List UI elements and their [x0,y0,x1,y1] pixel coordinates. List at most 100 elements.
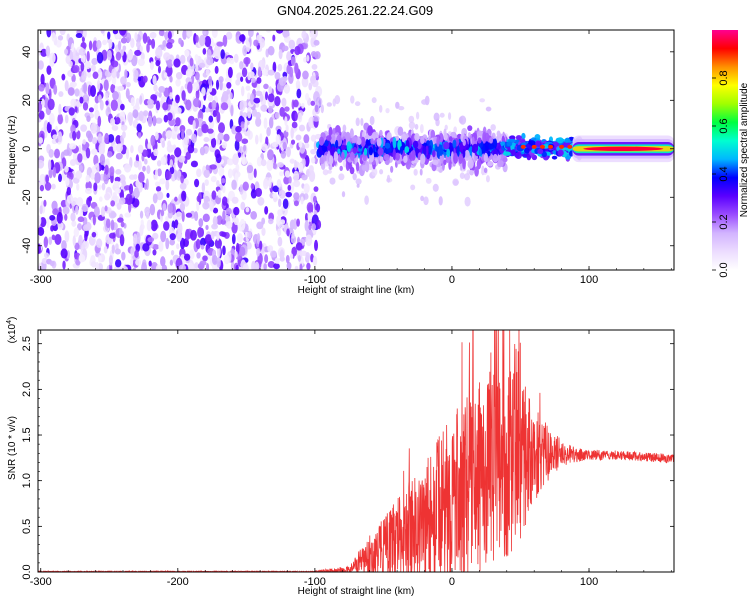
spectrogram-x-tick-label: -300 [30,274,52,286]
spectrogram-noise-blob [64,114,69,124]
spectrogram-noise-blob [154,181,161,187]
spectrogram-noise-blob [218,166,225,177]
spectrogram-noise-blob [74,106,78,113]
spectrogram-scatter-blob [459,115,467,125]
spectrogram-band-blob [458,154,463,165]
spectrogram-noise-blob [155,168,159,181]
spectrogram-noise-blob [169,239,176,246]
spectrogram-noise-blob [51,234,56,241]
spectrogram-noise-blob [79,164,83,172]
spectrogram-noise-blob [253,39,259,47]
spectrogram-noise-blob [90,85,97,97]
spectrogram-noise-blob [86,50,90,62]
spectrogram-band-blob [436,136,440,147]
spectrogram-noise-blob [206,128,214,134]
spectrogram-noise-blob [277,162,284,168]
spectrogram-band-blob [383,154,390,161]
spectrogram-noise-blob [275,134,281,144]
spectrogram-noise-blob [297,112,303,123]
spectrogram-noise-blob [115,117,121,124]
spectrogram-band-blob [368,146,374,156]
spectrogram-noise-blob [215,153,222,164]
spectrogram-noise-blob [113,180,121,187]
spectrogram-noise-blob [69,50,74,60]
colorbar-tick-label: 0.4 [718,166,730,181]
spectrogram-noise-blob [68,143,77,150]
spectrogram-scatter-blob [452,178,459,186]
spectrogram-noise-blob [103,79,109,92]
spectrogram-noise-blob [106,49,112,61]
spectrogram-noise-blob [194,64,199,73]
spectrogram-noise-blob [204,35,212,48]
spectrogram-noise-blob [99,196,103,202]
spectrogram-noise-blob [162,203,167,212]
spectrogram-noise-blob [310,156,316,164]
spectrogram-noise-blob [120,103,125,111]
spectrogram-noise-blob [186,30,193,38]
spectrogram-noise-blob [239,246,246,257]
spectrogram-noise-blob [310,100,316,106]
spectrogram-noise-blob [307,210,313,223]
spectrogram-band-blob [390,165,394,173]
spectrogram-band-blob [412,140,419,149]
spectrogram-noise-blob [141,224,145,230]
spectrogram-noise-blob [202,47,207,55]
spectrogram-y-tick-label: -20 [21,189,33,205]
spectrogram-noise-blob [181,210,185,223]
spectrogram-noise-blob [147,142,152,150]
spectrogram-noise-blob [174,156,178,164]
spectrogram-band-blob [464,149,470,161]
spectrogram-noise-blob [240,123,245,129]
spectrogram-band-blob [377,147,384,156]
spectrogram-band-blob [462,148,466,159]
spectrogram-band-blob [448,160,452,170]
spectrogram-band-blob [367,125,373,137]
spectrogram-noise-blob [166,192,170,198]
spectrogram-noise-blob [196,195,201,202]
spectrogram-transition-blob [557,149,564,157]
spectrogram-scatter-blob [326,102,332,107]
spectrogram-noise-blob [215,79,220,90]
spectrogram-band-blob [379,155,384,163]
spectrogram-scatter-blob [420,123,424,134]
spectrogram-noise-blob [278,49,283,60]
spectrogram-noise-blob [176,107,182,115]
spectrogram-noise-blob [260,105,265,111]
spectrogram-noise-blob [255,187,263,197]
spectrogram-noise-blob [294,45,301,56]
spectrogram-noise-blob [152,232,159,240]
spectrogram-noise-blob [155,59,161,67]
spectrogram-noise-blob [133,174,138,180]
spectrogram-band-blob [360,136,366,148]
spectrogram-noise-blob [110,117,116,126]
spectrogram-noise-blob [212,207,219,214]
spectrogram-noise-blob [254,134,259,145]
spectrogram-noise-blob [297,255,302,262]
spectrogram-noise-blob [296,88,302,99]
spectrogram-scatter-blob [360,117,364,126]
spectrogram-noise-blob [295,242,303,251]
spectrogram-noise-blob [40,73,45,86]
spectrogram-noise-blob [210,230,215,240]
spectrogram-noise-blob [146,219,152,232]
spectrogram-noise-blob [289,66,294,78]
spectrogram-noise-blob [179,237,186,250]
spectrogram-noise-blob [132,267,137,270]
spectrogram-noise-blob [259,133,263,143]
spectrogram-noise-blob [58,91,64,97]
spectrogram-noise-blob [107,31,111,40]
spectrogram-noise-blob [45,174,49,184]
spectrogram-noise-blob [201,86,206,97]
spectrogram-noise-blob [54,148,61,159]
spectrogram-noise-blob [241,67,248,78]
spectrogram-noise-blob [163,52,171,61]
spectrogram-band-blob [443,141,450,150]
spectrogram-noise-blob [277,236,283,247]
spectrogram-noise-blob [299,263,303,270]
spectrogram-noise-blob [279,249,285,261]
spectrogram-scatter-blob [408,115,415,124]
spectrogram-noise-blob [274,257,280,264]
spectrogram-noise-blob [261,227,266,236]
spectrogram-noise-blob [175,211,183,221]
spectrogram-noise-blob [294,111,298,121]
